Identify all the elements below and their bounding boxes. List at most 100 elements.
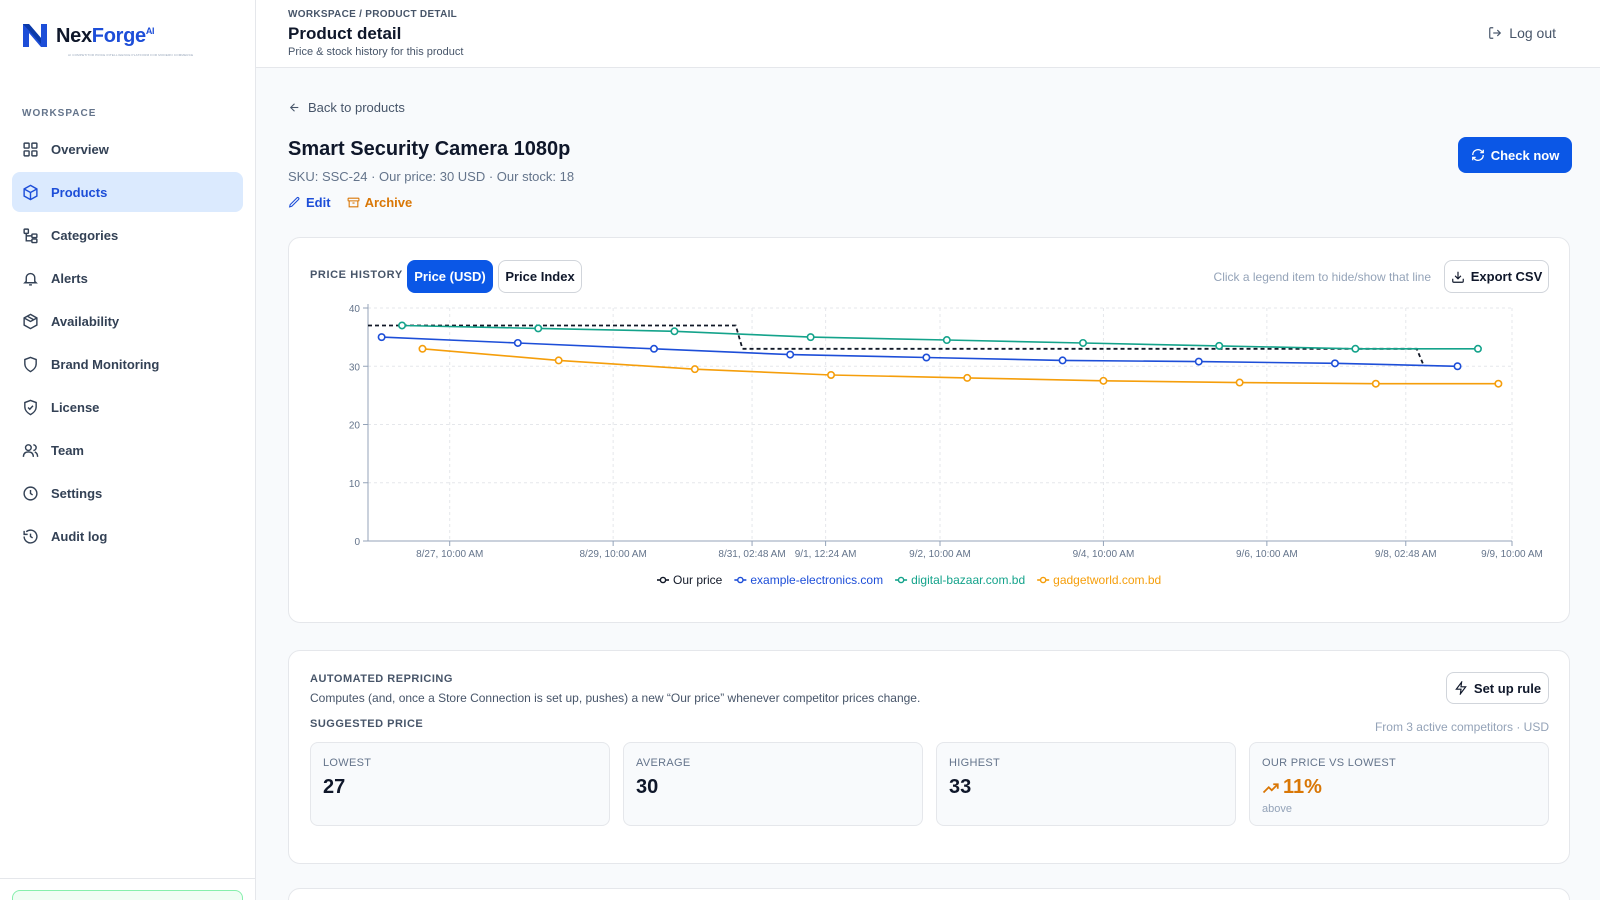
data-point-2 xyxy=(806,333,815,342)
price-history-chart: 0 10 20 30 40 8/27, 10:00 AM 8/29, 10:00 AM 8/3… xyxy=(349,304,1543,587)
data-point-1 xyxy=(1194,357,1203,366)
data-point-2 xyxy=(1351,344,1360,353)
sidebar: NexForgeAI AI COMPETITOR PRICE INTELLIGE… xyxy=(0,0,256,900)
stat-label: OUR PRICE VS LOWEST xyxy=(1262,757,1397,769)
series-line-1 xyxy=(381,336,1458,368)
sidebar-item-settings[interactable]: Settings xyxy=(12,473,243,513)
data-point-3 xyxy=(554,356,563,365)
data-point-1 xyxy=(922,353,931,362)
check-now-button[interactable]: Check now xyxy=(1458,137,1572,173)
nav-section-label: WORKSPACE xyxy=(22,108,97,119)
sidebar-item-audit-log[interactable]: Audit log xyxy=(12,516,243,556)
stat-average: AVERAGE 30 xyxy=(623,742,923,826)
stat-label: LOWEST xyxy=(323,757,372,769)
check-now-label: Check now xyxy=(1490,147,1560,163)
sidebar-item-alerts[interactable]: Alerts xyxy=(12,258,243,298)
x-tick-label: 8/31, 02:48 AM xyxy=(718,549,785,560)
sidebar-status-panel xyxy=(12,890,243,900)
sidebar-item-overview[interactable]: Overview xyxy=(12,129,243,169)
sidebar-item-license[interactable]: License xyxy=(12,387,243,427)
edit-label: Edit xyxy=(306,195,331,210)
data-point-1 xyxy=(786,350,795,359)
lightning-icon xyxy=(1455,681,1467,695)
legend-swatch-dot xyxy=(897,576,905,584)
y-tick-label: 20 xyxy=(349,421,361,432)
page-subtitle: Price & stock history for this product xyxy=(288,46,464,58)
page-header: WORKSPACE / PRODUCT DETAIL Product detai… xyxy=(256,0,1600,68)
set-up-rule-button[interactable]: Set up rule xyxy=(1446,672,1549,704)
logout-button[interactable]: Log out xyxy=(1488,25,1556,41)
stat-highest: HIGHEST 33 xyxy=(936,742,1236,826)
shield-icon xyxy=(22,356,39,373)
suggested-price-source: From 3 active competitors · USD xyxy=(1374,720,1549,734)
data-point-2 xyxy=(534,324,543,333)
sidebar-item-brand-monitoring[interactable]: Brand Monitoring xyxy=(12,344,243,384)
users-icon xyxy=(22,442,39,459)
legend-item[interactable]: example-electronics.com xyxy=(750,573,883,587)
data-point-3 xyxy=(1099,376,1108,385)
legend-item[interactable]: gadgetworld.com.bd xyxy=(1053,573,1161,587)
sidebar-item-label: Team xyxy=(51,442,84,458)
edit-button[interactable]: Edit xyxy=(288,195,331,210)
logo-name-a: Nex xyxy=(56,25,92,47)
export-csv-button[interactable]: Export CSV xyxy=(1444,260,1549,293)
logo-n-icon xyxy=(23,24,47,47)
back-label: Back to products xyxy=(308,100,405,115)
stat-value: 27 xyxy=(323,776,346,798)
sidebar-divider xyxy=(0,878,256,879)
sidebar-item-team[interactable]: Team xyxy=(12,430,243,470)
stat-value: 30 xyxy=(636,776,659,798)
logo-text: NexForgeAI xyxy=(56,25,155,48)
tab-price-index[interactable]: Price Index xyxy=(498,260,582,293)
legend-swatch-dot xyxy=(659,576,667,584)
data-point-3 xyxy=(963,373,972,382)
back-to-products-link[interactable]: Back to products xyxy=(288,100,405,115)
sidebar-item-label: Overview xyxy=(51,141,109,157)
sidebar-item-products[interactable]: Products xyxy=(12,172,243,212)
stat-label: HIGHEST xyxy=(949,757,1000,769)
logo-name-b: Forge xyxy=(91,25,146,47)
stat-value: 11% xyxy=(1262,776,1322,799)
x-tick-label: 8/27, 10:00 AM xyxy=(416,549,483,560)
y-tick-label: 30 xyxy=(349,362,361,373)
data-point-1 xyxy=(513,338,522,347)
data-point-1 xyxy=(377,333,386,342)
y-tick-label: 0 xyxy=(354,537,360,548)
legend-item[interactable]: Our price xyxy=(673,573,723,587)
data-point-2 xyxy=(670,327,679,336)
logo[interactable]: NexForgeAI AI COMPETITOR PRICE INTELLIGE… xyxy=(20,20,193,57)
y-tick-label: 10 xyxy=(349,479,361,490)
product-meta: SKU: SSC-24 · Our price: 30 USD · Our st… xyxy=(288,169,575,184)
sidebar-item-categories[interactable]: Categories xyxy=(12,215,243,255)
trending-up-icon xyxy=(1262,782,1279,793)
x-tick-label: 9/1, 12:24 AM xyxy=(795,549,857,560)
grid-icon xyxy=(22,141,39,158)
stat-our-price-vs-lowest: OUR PRICE VS LOWEST 11% above xyxy=(1249,742,1549,826)
price-history-card: PRICE HISTORY Price (USD) Price Index Cl… xyxy=(288,237,1570,623)
download-icon xyxy=(1451,271,1464,283)
sidebar-item-label: Categories xyxy=(51,227,119,243)
sidebar-item-availability[interactable]: Availability xyxy=(12,301,243,341)
x-tick-label: 9/9, 10:00 AM xyxy=(1481,549,1543,560)
sidebar-item-label: Products xyxy=(51,184,108,200)
archive-button[interactable]: Archive xyxy=(347,195,412,210)
logo-tagline: AI COMPETITOR PRICE INTELLIGENCE PLATFOR… xyxy=(68,53,194,57)
price-history-label: PRICE HISTORY xyxy=(310,269,403,281)
data-point-2 xyxy=(1215,341,1224,350)
stat-note: above xyxy=(1262,803,1292,815)
sidebar-item-label: Audit log xyxy=(51,528,108,544)
stat-lowest: LOWEST 27 xyxy=(310,742,610,826)
legend-item[interactable]: digital-bazaar.com.bd xyxy=(911,573,1025,587)
data-point-3 xyxy=(1371,379,1380,388)
logout-icon xyxy=(1489,27,1502,39)
tab-price-usd[interactable]: Price (USD) xyxy=(407,260,493,293)
repricing-title: AUTOMATED REPRICING xyxy=(310,673,453,685)
export-label: Export CSV xyxy=(1470,269,1543,284)
shield-check-icon xyxy=(22,399,39,416)
stat-value-text: 11% xyxy=(1283,776,1322,798)
data-point-3 xyxy=(690,365,699,374)
set-up-rule-label: Set up rule xyxy=(1473,680,1542,696)
package-icon xyxy=(22,313,39,330)
box-icon xyxy=(22,184,39,201)
